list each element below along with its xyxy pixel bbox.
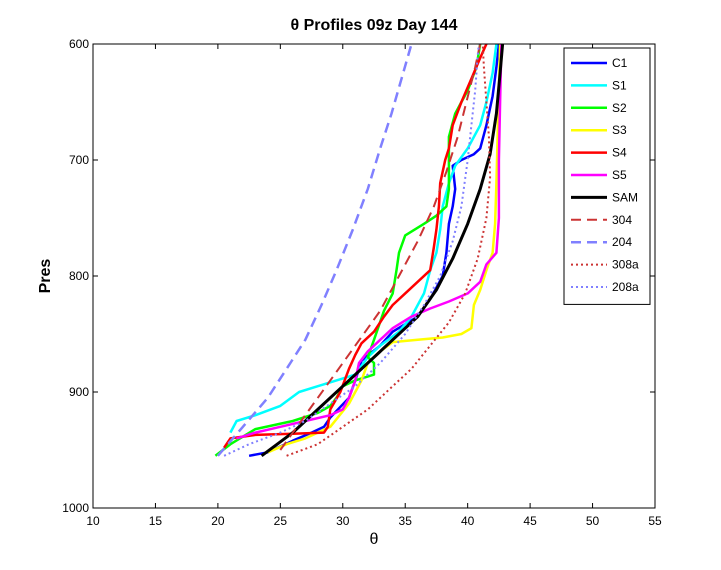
y-tick-label: 1000: [62, 501, 89, 515]
x-tick-label: 40: [461, 514, 475, 528]
legend-label-308a: 308a: [612, 258, 639, 272]
legend-label-S1: S1: [612, 78, 627, 92]
series-line-SAM: [260, 43, 505, 458]
plot-area: [93, 44, 655, 508]
y-tick-label: 600: [69, 37, 89, 51]
y-tick-label: 700: [69, 153, 89, 167]
legend-label-S5: S5: [612, 168, 627, 182]
legend-label-SAM: SAM: [612, 190, 638, 204]
x-tick-label: 25: [274, 514, 288, 528]
legend-label-S4: S4: [612, 146, 627, 160]
legend: C1 S1 S2 S3 S4 S5 SAM 304 204 308a 208a: [563, 47, 651, 305]
legend-label-304: 304: [612, 213, 632, 227]
legend-label-204: 204: [612, 235, 632, 249]
legend-label-208a: 208a: [612, 280, 639, 294]
series-layer: [214, 43, 505, 458]
x-tick-label: 20: [211, 514, 225, 528]
series-line-204: [216, 43, 413, 457]
x-tick-label: 15: [149, 514, 163, 528]
x-tick-label: 35: [399, 514, 413, 528]
y-tick-label: 900: [69, 385, 89, 399]
y-tick-label: 800: [69, 269, 89, 283]
legend-label-S2: S2: [612, 101, 627, 115]
legend-label-C1: C1: [612, 56, 628, 70]
legend-label-S3: S3: [612, 123, 627, 137]
series-line-S4: [223, 43, 488, 449]
x-tick-label: 45: [523, 514, 537, 528]
series-line-304: [279, 43, 482, 451]
x-tick-label: 10: [86, 514, 100, 528]
chart-title: θ Profiles 09z Day 144: [291, 17, 458, 34]
y-axis-label: Pres: [37, 259, 54, 294]
series-line-308a: [286, 43, 492, 457]
x-tick-label: 55: [648, 514, 662, 528]
x-tick-label: 50: [586, 514, 600, 528]
series-line-S5: [236, 43, 503, 440]
x-tick-label: 30: [336, 514, 350, 528]
ticks-layer: 10 15 20 25 30 35 40 45 50 55 600 700 800 900 1000: [62, 37, 662, 528]
x-axis-label: θ: [370, 531, 379, 548]
series-line-S1: [229, 43, 498, 434]
series-line-208a: [223, 43, 480, 457]
